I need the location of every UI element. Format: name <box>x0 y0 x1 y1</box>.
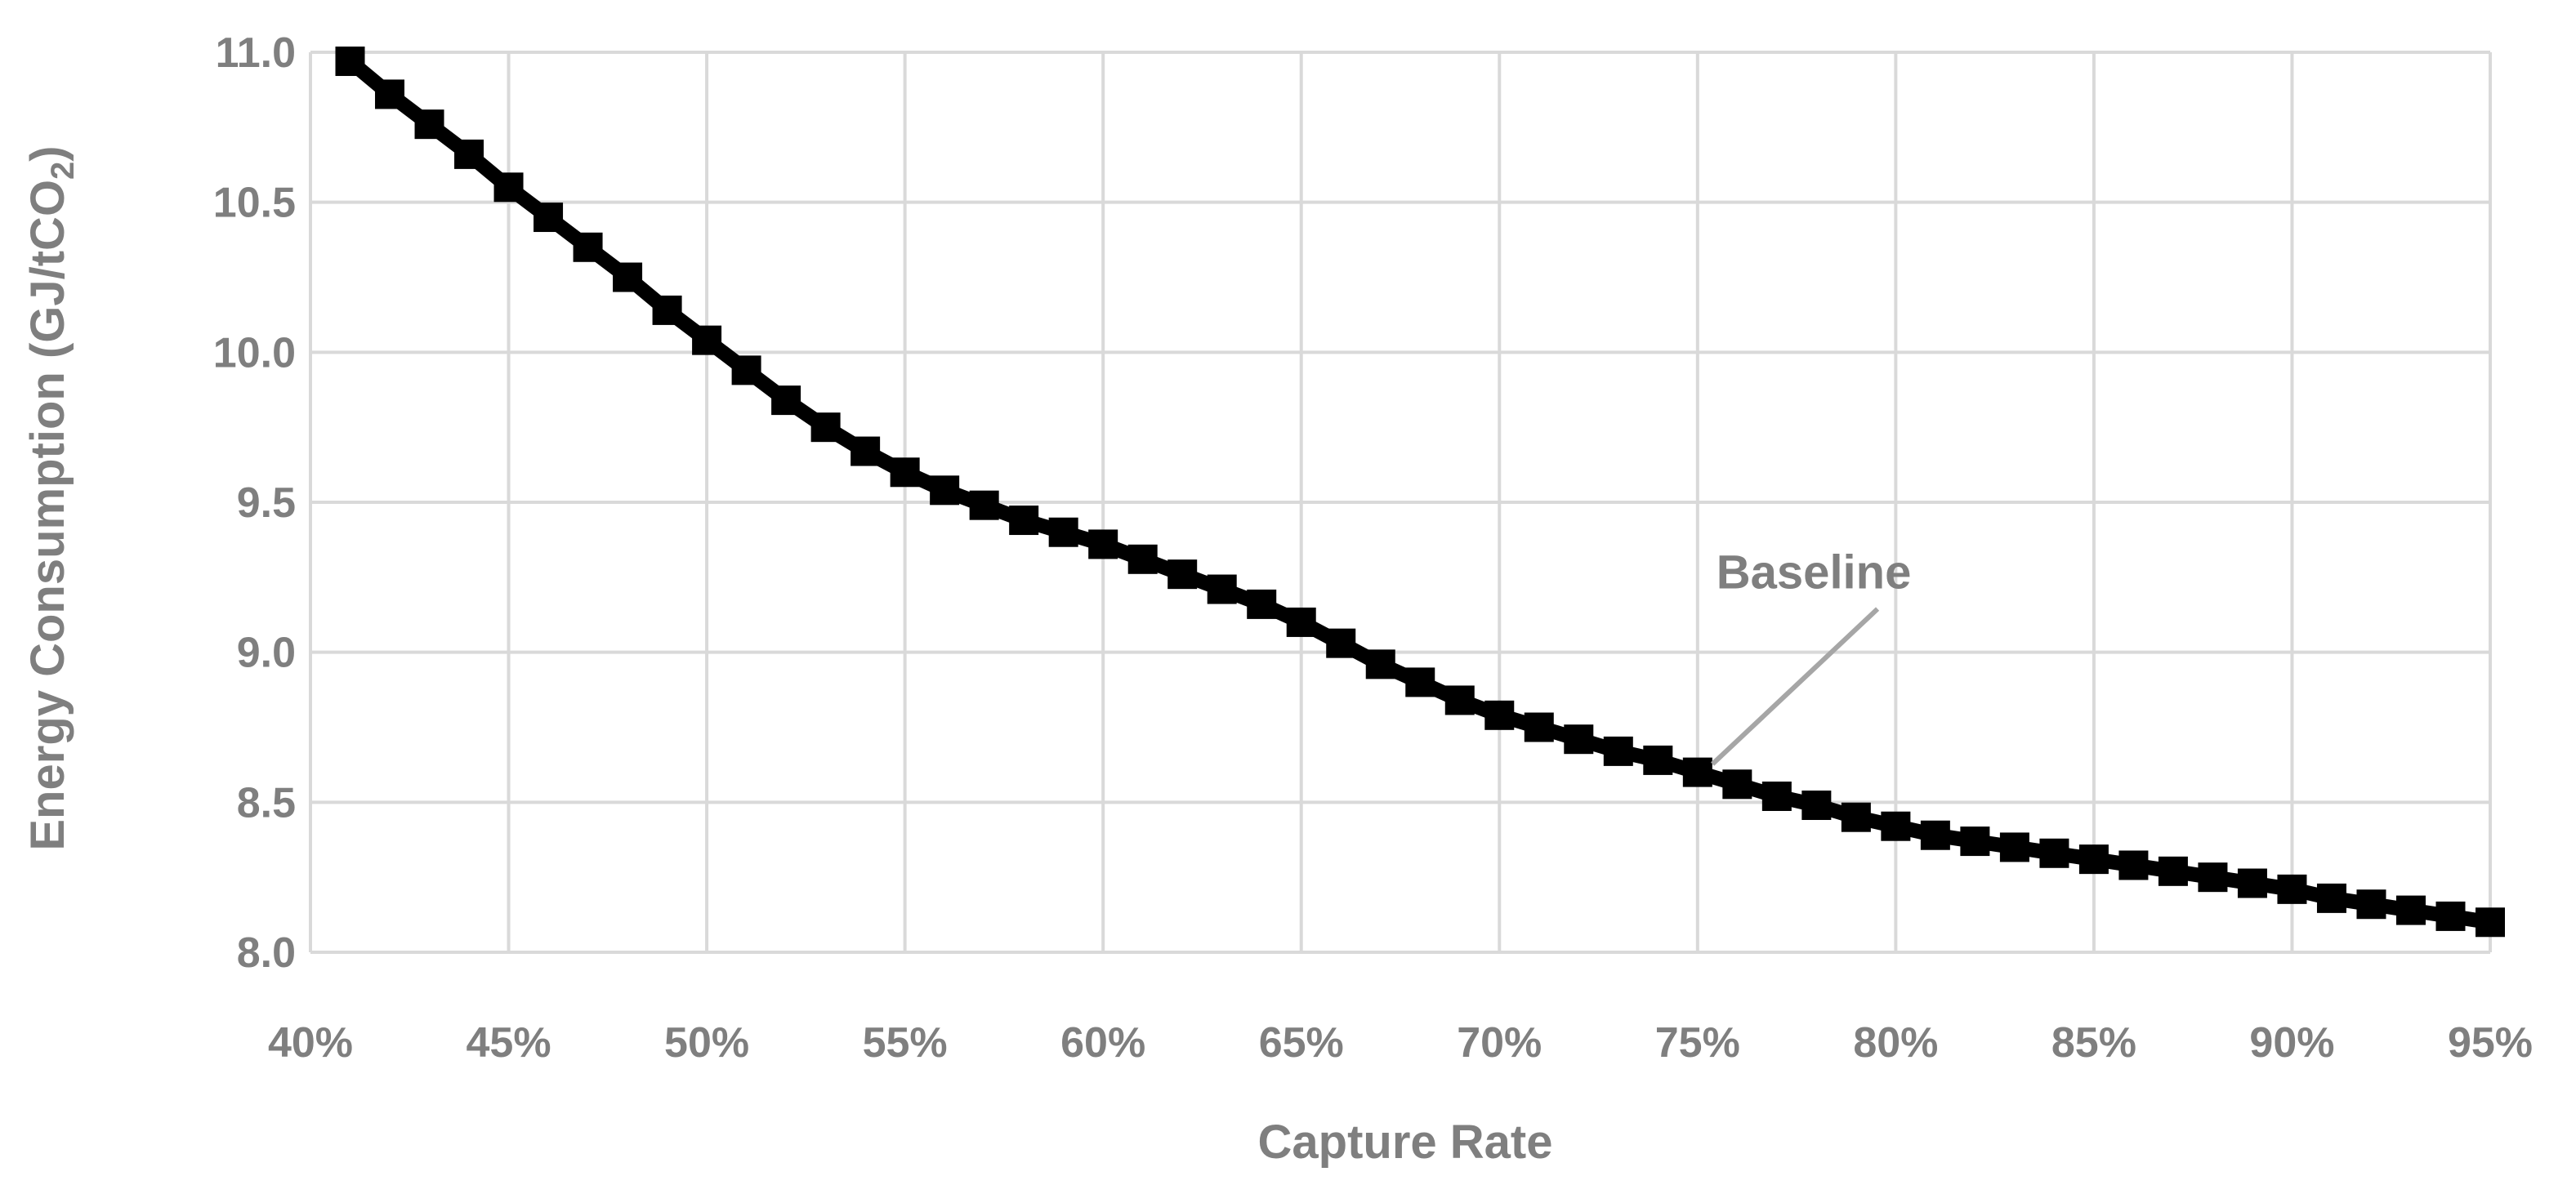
data-point <box>969 490 999 520</box>
x-tick-label: 85% <box>2051 1019 2136 1067</box>
data-point <box>2198 862 2228 893</box>
data-point <box>534 203 564 233</box>
data-point <box>1048 517 1078 547</box>
data-point <box>1286 607 1316 637</box>
data-point <box>2316 883 2346 913</box>
data-point <box>2435 901 2466 931</box>
x-tick-label: 40% <box>268 1019 353 1067</box>
y-tick-label: 8.5 <box>237 779 296 826</box>
y-tick-label: 9.5 <box>237 479 296 527</box>
baseline-annotation: Baseline <box>1717 546 1912 599</box>
x-tick-label: 95% <box>2448 1019 2533 1067</box>
data-point <box>1564 724 1594 755</box>
data-point <box>1524 712 1554 742</box>
data-point <box>930 475 960 506</box>
annotation-layer: Baseline <box>1711 546 1912 766</box>
x-tick-label: 55% <box>863 1019 948 1067</box>
x-axis-tick-labels: 40% 45% 50% 55% 60% 65% 70% 75% 80% 85% 90% 95% <box>268 1019 2533 1067</box>
x-tick-label: 70% <box>1457 1019 1542 1067</box>
x-tick-label: 65% <box>1259 1019 1344 1067</box>
data-point <box>850 436 881 466</box>
data-point <box>1444 685 1475 715</box>
x-tick-label: 50% <box>664 1019 749 1067</box>
data-point <box>2277 874 2307 904</box>
data-point <box>375 79 405 109</box>
data-point <box>1722 769 1752 800</box>
data-point <box>1088 529 1118 559</box>
data-point <box>493 172 524 203</box>
data-point <box>731 355 761 385</box>
data-point <box>2237 868 2267 898</box>
y-tick-label: 8.0 <box>237 929 296 977</box>
data-point <box>1841 802 1871 832</box>
data-point <box>2039 838 2069 868</box>
y-tick-label: 11.0 <box>216 29 296 77</box>
data-point <box>1643 745 1673 775</box>
y-tick-label: 9.0 <box>237 630 296 677</box>
data-point <box>1167 559 1198 590</box>
data-point <box>1881 811 1911 841</box>
data-point <box>692 325 722 355</box>
series-layer <box>335 47 2505 938</box>
data-point <box>414 109 444 140</box>
annotation-leader-line <box>1711 607 1880 766</box>
data-point <box>573 232 603 262</box>
data-point <box>810 412 841 443</box>
data-point <box>1009 506 1039 536</box>
grid <box>309 51 2492 954</box>
x-tick-label: 80% <box>1853 1019 1938 1067</box>
data-point <box>771 385 801 416</box>
y-axis-title: Energy Consumption (GJ/tCO2) <box>21 145 81 850</box>
data-point <box>1920 820 1950 850</box>
data-point <box>613 262 643 292</box>
data-point <box>1960 826 1990 857</box>
data-point <box>2158 856 2188 886</box>
data-point <box>335 47 365 77</box>
y-axis-title-suffix: ) <box>21 145 74 161</box>
data-point <box>1603 736 1633 766</box>
x-tick-label: 90% <box>2249 1019 2334 1067</box>
x-tick-label: 45% <box>467 1019 551 1067</box>
data-point <box>1247 589 1277 619</box>
data-point <box>890 457 920 488</box>
data-point <box>652 295 682 325</box>
data-point <box>454 139 484 169</box>
data-point <box>1207 574 1237 604</box>
data-point <box>1682 757 1712 787</box>
data-point <box>2395 895 2426 925</box>
data-point <box>1484 700 1515 730</box>
y-tick-label: 10.5 <box>213 180 296 227</box>
data-point <box>1761 781 1792 811</box>
x-tick-label: 75% <box>1655 1019 1740 1067</box>
data-point <box>2356 889 2386 920</box>
y-tick-label: 10.0 <box>213 329 296 376</box>
data-point <box>1365 649 1395 679</box>
data-point <box>2118 850 2149 880</box>
data-point <box>1326 628 1356 658</box>
x-tick-label: 60% <box>1060 1019 1145 1067</box>
y-axis-tick-labels: 8.0 8.5 9.0 9.5 10.0 10.5 11.0 <box>213 29 296 977</box>
data-point <box>1801 791 1832 821</box>
data-point <box>1405 667 1435 697</box>
series-line <box>345 56 2492 930</box>
data-point <box>1999 832 2029 862</box>
data-point <box>2476 907 2505 938</box>
y-axis-title-subscript: 2 <box>45 162 81 180</box>
data-point <box>1127 544 1158 574</box>
y-axis-title-main: Energy Consumption (GJ/tCO <box>21 180 74 851</box>
x-axis-title: Capture Rate <box>1258 1116 1553 1169</box>
data-point <box>2078 844 2109 875</box>
